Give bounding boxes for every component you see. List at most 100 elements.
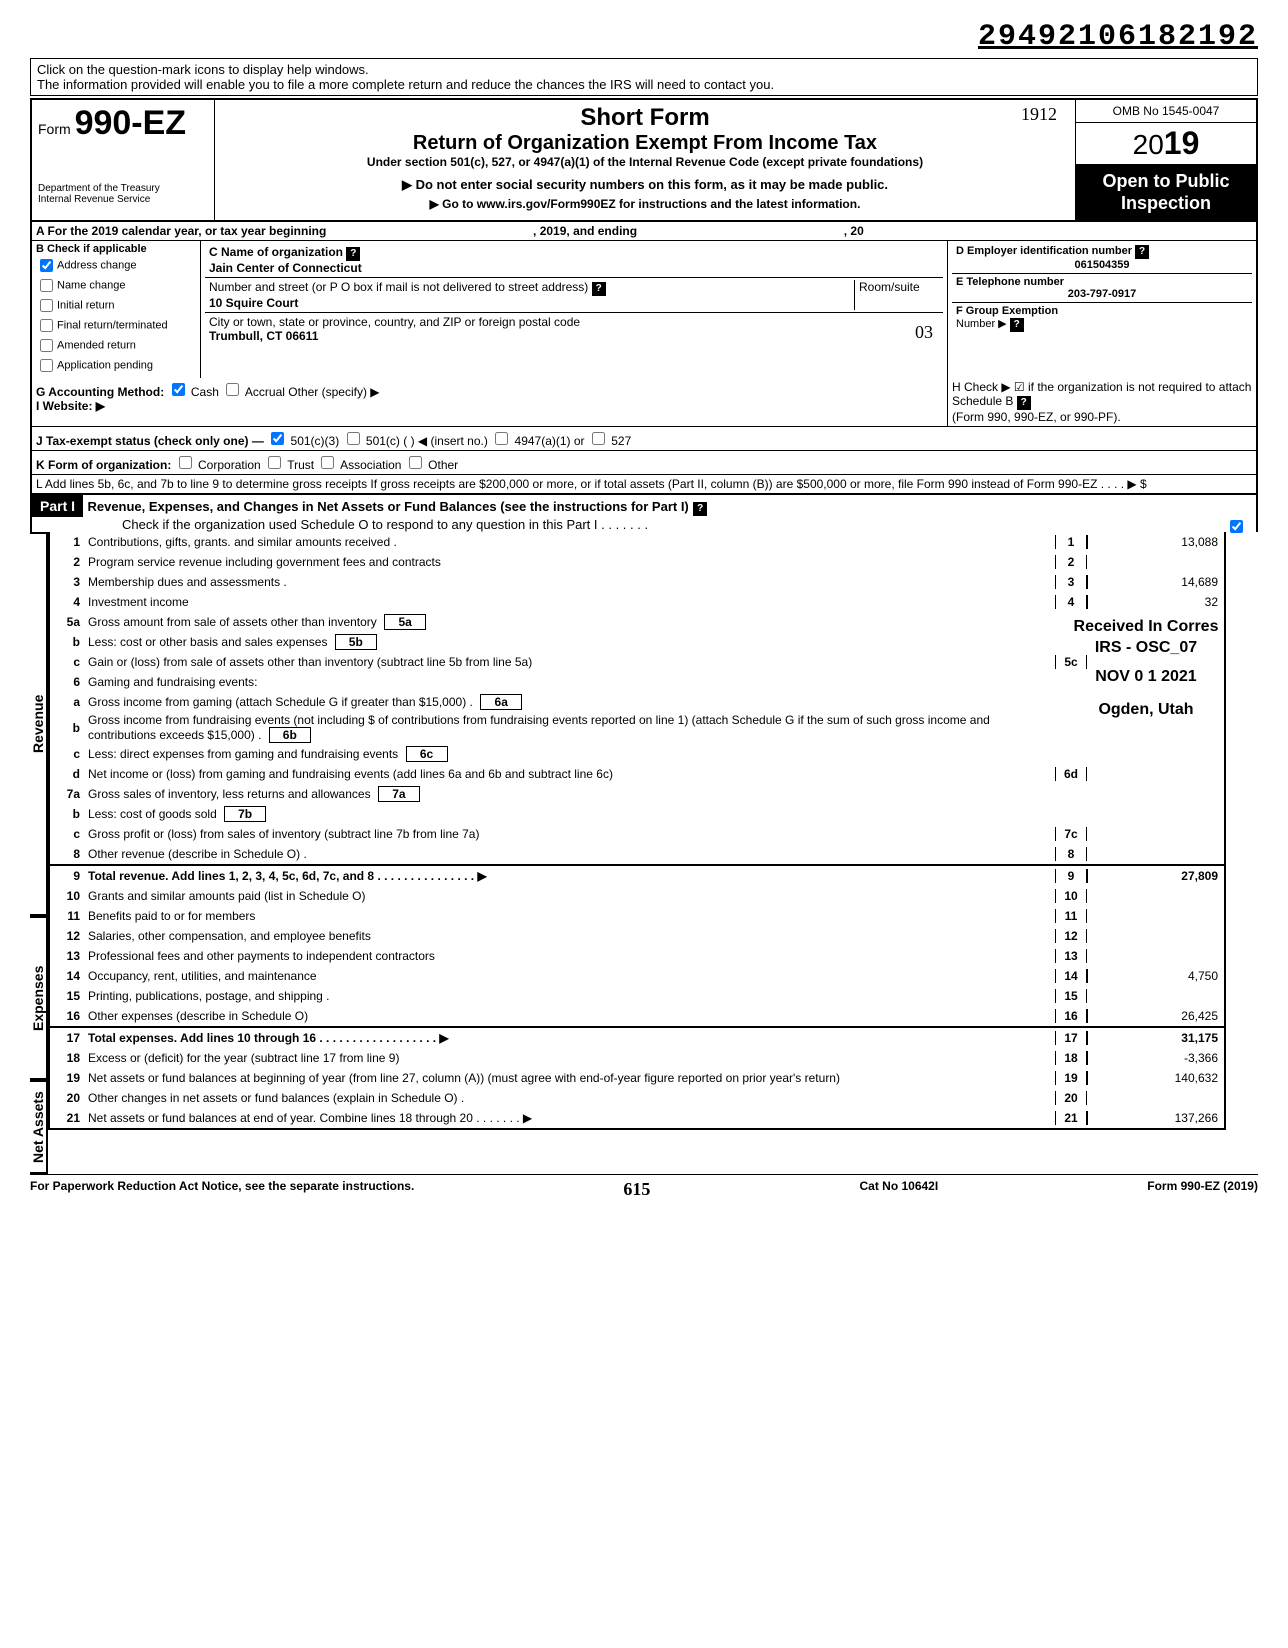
form-label: Form bbox=[38, 121, 71, 137]
j-opt: 501(c)(3) bbox=[291, 434, 340, 448]
line-box: 8 bbox=[1055, 847, 1087, 861]
title-warn: ▶ Do not enter social security numbers o… bbox=[223, 177, 1067, 193]
cb-501c[interactable]: 501(c) ( ) ◀ (insert no.) bbox=[343, 434, 488, 448]
line-text: Net assets or fund balances at beginning… bbox=[86, 1070, 1055, 1086]
g-cash: Cash bbox=[191, 385, 219, 399]
cb-accrual[interactable]: Accrual bbox=[222, 385, 285, 399]
cb-527[interactable]: 527 bbox=[588, 434, 631, 448]
cb-name-change[interactable]: Name change bbox=[36, 276, 196, 295]
cb-trust[interactable]: Trust bbox=[264, 458, 314, 472]
form-number-big: 990-EZ bbox=[75, 104, 187, 142]
cb-corp[interactable]: Corporation bbox=[175, 458, 261, 472]
line-box: 2 bbox=[1055, 555, 1087, 569]
g-label: G Accounting Method: bbox=[36, 385, 164, 399]
cb-address-change[interactable]: Address change bbox=[36, 256, 196, 275]
city-label: City or town, state or province, country… bbox=[209, 315, 580, 329]
line-item: cLess: direct expenses from gaming and f… bbox=[48, 744, 1226, 764]
k-opt: Other bbox=[428, 458, 458, 472]
line-box: 20 bbox=[1055, 1091, 1087, 1105]
line-box: 11 bbox=[1055, 909, 1087, 923]
line-text: Printing, publications, postage, and shi… bbox=[86, 988, 1055, 1004]
help-icon[interactable]: ? bbox=[346, 247, 360, 261]
netassets-label: Net Assets bbox=[30, 1080, 48, 1174]
line-amount: 26,425 bbox=[1087, 1009, 1224, 1023]
cb-501c3[interactable]: 501(c)(3) bbox=[267, 434, 339, 448]
received-stamp: Received In Corres IRS - OSC_07 NOV 0 1 … bbox=[1066, 617, 1226, 720]
f-label2: Number ▶ bbox=[956, 318, 1007, 330]
line-text: Salaries, other compensation, and employ… bbox=[86, 928, 1055, 944]
line-num: 20 bbox=[50, 1091, 86, 1105]
line-num: 6 bbox=[50, 675, 86, 689]
h-sub: (Form 990, 990-EZ, or 990-PF). bbox=[952, 410, 1121, 424]
line-text: Professional fees and other payments to … bbox=[86, 948, 1055, 964]
line-item: 21Net assets or fund balances at end of … bbox=[48, 1108, 1226, 1130]
dln: 29492106182192 bbox=[30, 20, 1258, 54]
sub-box: 7a bbox=[378, 786, 420, 802]
j-opt: 527 bbox=[611, 434, 631, 448]
year-prefix: 20 bbox=[1133, 129, 1164, 160]
line-text: Total revenue. Add lines 1, 2, 3, 4, 5c,… bbox=[86, 868, 1055, 884]
line-amount: 14,689 bbox=[1087, 575, 1224, 589]
l-text: L Add lines 5b, 6c, and 7b to line 9 to … bbox=[32, 475, 1256, 493]
d-label: D Employer identification number bbox=[956, 245, 1132, 257]
line-num: 18 bbox=[50, 1051, 86, 1065]
inspect2: Inspection bbox=[1121, 193, 1211, 213]
k-opt: Association bbox=[340, 458, 401, 472]
line-text: Gross sales of inventory, less returns a… bbox=[86, 785, 1055, 803]
line-num: 10 bbox=[50, 889, 86, 903]
line-num: 7a bbox=[50, 787, 86, 801]
line-item: 15Printing, publications, postage, and s… bbox=[48, 986, 1226, 1006]
help-icon[interactable]: ? bbox=[592, 282, 606, 296]
line-a-text: A For the 2019 calendar year, or tax yea… bbox=[36, 224, 326, 238]
cb-cash[interactable]: Cash bbox=[168, 385, 219, 399]
cb-app-pending[interactable]: Application pending bbox=[36, 356, 196, 375]
g-other: Other (specify) ▶ bbox=[288, 385, 379, 399]
i-label: I Website: ▶ bbox=[36, 399, 105, 413]
line-box: 14 bbox=[1055, 969, 1087, 983]
line-text: Other changes in net assets or fund bala… bbox=[86, 1090, 1055, 1106]
line-item: 9Total revenue. Add lines 1, 2, 3, 4, 5c… bbox=[48, 864, 1226, 886]
line-text: Net assets or fund balances at end of ye… bbox=[86, 1110, 1055, 1126]
cb-other[interactable]: Other bbox=[405, 458, 458, 472]
line-k: K Form of organization: Corporation Trus… bbox=[30, 451, 1258, 475]
help-icon[interactable]: ? bbox=[1017, 396, 1031, 410]
j-opt: 4947(a)(1) or bbox=[515, 434, 585, 448]
help-icon[interactable]: ? bbox=[1010, 318, 1024, 332]
help-icon[interactable]: ? bbox=[693, 502, 707, 516]
line-item: 2Program service revenue including gover… bbox=[48, 552, 1226, 572]
line-amount: 32 bbox=[1087, 595, 1224, 609]
line-box: 13 bbox=[1055, 949, 1087, 963]
line-num: 8 bbox=[50, 847, 86, 861]
part1-table: Revenue Expenses Net Assets Received In … bbox=[30, 532, 1226, 1174]
line-box: 18 bbox=[1055, 1051, 1087, 1065]
cb-label: Name change bbox=[57, 280, 126, 292]
cb-initial-return[interactable]: Initial return bbox=[36, 296, 196, 315]
line-text: Grants and similar amounts paid (list in… bbox=[86, 888, 1055, 904]
footer: For Paperwork Reduction Act Notice, see … bbox=[30, 1174, 1258, 1200]
city-val: Trumbull, CT 06611 bbox=[209, 329, 318, 343]
help-icon[interactable]: ? bbox=[1135, 245, 1149, 259]
line-item: 17Total expenses. Add lines 10 through 1… bbox=[48, 1026, 1226, 1048]
line-item: 14Occupancy, rent, utilities, and mainte… bbox=[48, 966, 1226, 986]
line-text: Other expenses (describe in Schedule O) bbox=[86, 1008, 1055, 1024]
line-item: bGross income from fundraising events (n… bbox=[48, 712, 1226, 744]
line-g-i: G Accounting Method: Cash Accrual Other … bbox=[30, 378, 1258, 427]
line-box: 17 bbox=[1055, 1031, 1087, 1045]
handwritten-1912: 1912 bbox=[1021, 104, 1057, 125]
cb-4947[interactable]: 4947(a)(1) or bbox=[491, 434, 584, 448]
sub-box: 6a bbox=[480, 694, 522, 710]
phone: 203-797-0917 bbox=[1068, 288, 1137, 300]
cb-assoc[interactable]: Association bbox=[317, 458, 401, 472]
cb-final-return[interactable]: Final return/terminated bbox=[36, 316, 196, 335]
line-text: Investment income bbox=[86, 594, 1055, 610]
line-num: 12 bbox=[50, 929, 86, 943]
line-item: 3Membership dues and assessments .314,68… bbox=[48, 572, 1226, 592]
line-text: Program service revenue including govern… bbox=[86, 554, 1055, 570]
cb-amended[interactable]: Amended return bbox=[36, 336, 196, 355]
handwritten-615: 615 bbox=[623, 1179, 650, 1200]
cb-schedule-o[interactable] bbox=[1226, 517, 1246, 536]
line-text: Contributions, gifts, grants. and simila… bbox=[86, 534, 1055, 550]
line-item: bLess: cost of goods sold 7b bbox=[48, 804, 1226, 824]
line-a-end: , 20 bbox=[844, 224, 864, 238]
help-line1: Click on the question-mark icons to disp… bbox=[37, 62, 369, 77]
